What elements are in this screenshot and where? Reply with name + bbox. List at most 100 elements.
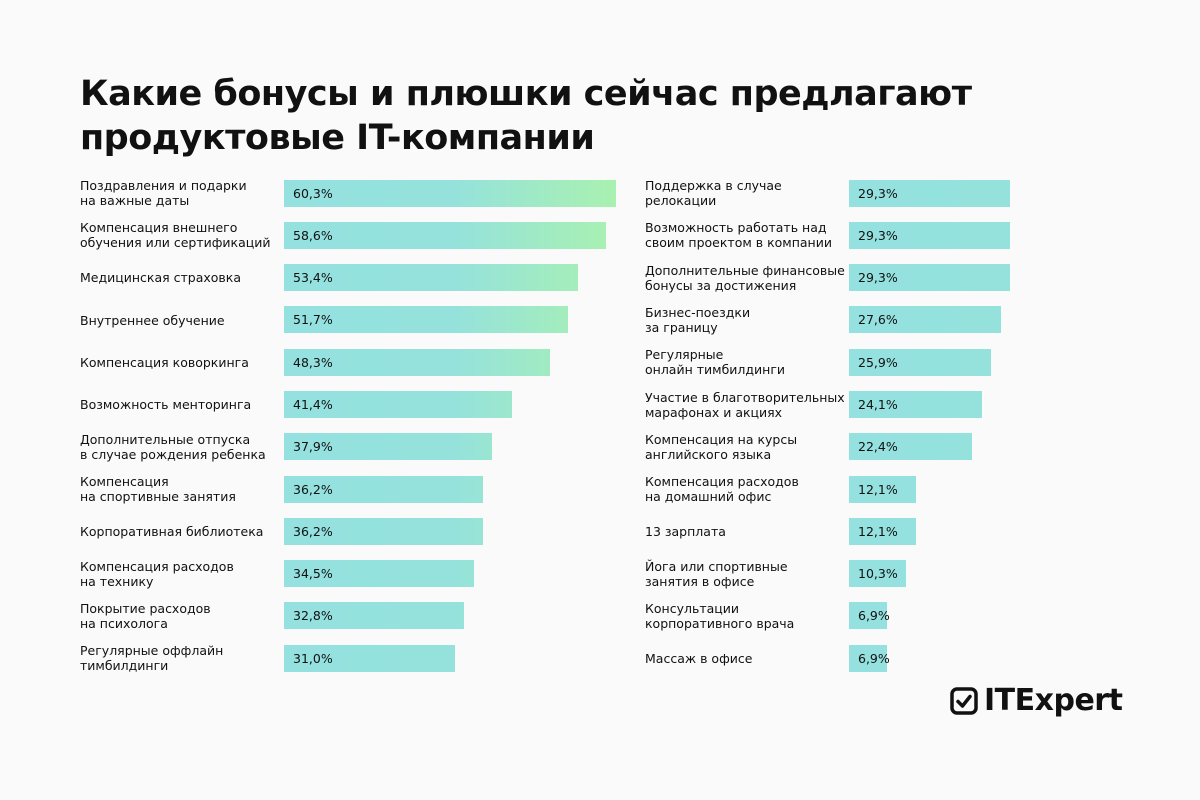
data-label: 36,2% — [293, 481, 333, 497]
bar: 60,3% — [284, 179, 616, 207]
bar-row: Дополнительные финансовые бонусы за дост… — [645, 257, 1011, 299]
bar-row: Бизнес-поездки за границу 27,6% — [645, 299, 1001, 341]
left-column: Поздравления и подарки на важные даты 60,… — [80, 172, 616, 680]
bar-label: Дополнительные отпуска в случае рождения… — [80, 431, 266, 462]
bar-label: Корпоративная библиотека — [80, 524, 264, 540]
bar: 32,8% — [284, 602, 465, 630]
data-label: 36,2% — [293, 523, 333, 539]
bar-label: Йога или спортивные занятия в офисе — [645, 558, 788, 589]
bar-label: Регулярные онлайн тимбилдинги — [645, 347, 786, 378]
data-label: 53,4% — [293, 270, 333, 286]
right-column: Поддержка в случае релокации 29,3% Возможн… — [645, 172, 1011, 680]
checkbox-check-icon — [950, 686, 978, 715]
bar-row: Компенсация расходов на технику 34,5% — [80, 553, 474, 595]
bar-row: Дополнительные отпуска в случае рождения… — [80, 426, 493, 468]
bar-label: Компенсация расходов на технику — [80, 558, 234, 589]
data-label: 29,3% — [858, 185, 898, 201]
data-label: 29,3% — [858, 227, 898, 243]
bar-label: Регулярные оффлайн тимбилдинги — [80, 643, 224, 674]
bar-row: Йога или спортивные занятия в офисе 10,3% — [645, 553, 906, 595]
bar-row: Участие в благотворительных марафонах и … — [645, 383, 982, 425]
data-label: 31,0% — [293, 650, 333, 666]
data-label: 48,3% — [293, 354, 333, 370]
data-label: 29,3% — [858, 270, 898, 286]
bar: 10,3% — [849, 560, 906, 588]
bar-label: Компенсация внешнего обучения или сертиф… — [80, 220, 271, 251]
data-label: 22,4% — [858, 439, 898, 455]
bar-label: Участие в благотворительных марафонах и … — [645, 389, 845, 420]
bar: 6,9% — [849, 602, 890, 630]
bar-label: Массаж в офисе — [645, 650, 753, 666]
data-label: 34,5% — [293, 566, 333, 582]
bar-row: Регулярные оффлайн тимбилдинги 31,0% — [80, 637, 455, 679]
bar-row: Компенсация внешнего обучения или сертиф… — [80, 214, 607, 256]
data-label: 6,9% — [858, 608, 890, 624]
bar-row: Регулярные онлайн тимбилдинги 25,9% — [645, 341, 992, 383]
bar: 58,6% — [284, 221, 607, 249]
bar: 31,0% — [284, 644, 455, 672]
data-label: 25,9% — [858, 354, 898, 370]
bar-row: Компенсация на курсы английского языка 22… — [645, 426, 973, 468]
bar: 53,4% — [284, 264, 578, 292]
bar-label: Внутреннее обучение — [80, 312, 225, 328]
chart-title: Какие бонусы и плюшки сейчас предлагают … — [80, 74, 972, 158]
bar-row: Возможность работать над своим проектом … — [645, 214, 1011, 256]
bar-row: Поздравления и подарки на важные даты 60,… — [80, 172, 616, 214]
bar-row: Корпоративная библиотека 36,2% — [80, 510, 484, 552]
bar: 51,7% — [284, 306, 569, 334]
bar: 29,3% — [849, 179, 1011, 207]
data-label: 60,3% — [293, 185, 333, 201]
bar: 37,9% — [284, 433, 493, 461]
data-label: 37,9% — [293, 439, 333, 455]
bar: 29,3% — [849, 221, 1011, 249]
logo-text: ITExpert — [984, 683, 1123, 718]
bar-label: Поддержка в случае релокации — [645, 178, 782, 209]
data-label: 6,9% — [858, 650, 890, 666]
bar-row: Медицинская страховка 53,4% — [80, 257, 578, 299]
bar-label: Поздравления и подарки на важные даты — [80, 178, 247, 209]
bar-label: 13 зарплата — [645, 524, 726, 540]
data-label: 10,3% — [858, 566, 898, 582]
bar-label: Возможность менторинга — [80, 397, 252, 413]
bar-row: Компенсация коворкинга 48,3% — [80, 341, 550, 383]
bar: 29,3% — [849, 264, 1011, 292]
bar-label: Возможность работать над своим проектом … — [645, 220, 832, 251]
bar-row: Возможность менторинга 41,4% — [80, 383, 512, 425]
bar-label: Компенсация расходов на домашний офис — [645, 474, 799, 505]
bar: 22,4% — [849, 433, 973, 461]
bar: 12,1% — [849, 475, 916, 503]
bar-label: Консультации корпоративного врача — [645, 601, 795, 632]
data-label: 41,4% — [293, 396, 333, 412]
bar-label: Компенсация коворкинга — [80, 354, 249, 370]
data-label: 12,1% — [858, 481, 898, 497]
bar: 36,2% — [284, 517, 484, 545]
bar: 34,5% — [284, 560, 474, 588]
bar-label: Покрытие расходов на психолога — [80, 601, 211, 632]
bar-row: Покрытие расходов на психолога 32,8% — [80, 595, 465, 637]
data-label: 12,1% — [858, 523, 898, 539]
data-label: 51,7% — [293, 312, 333, 328]
data-label: 27,6% — [858, 312, 898, 328]
bar-label: Компенсация на спортивные занятия — [80, 474, 236, 505]
data-label: 24,1% — [858, 396, 898, 412]
bar-row: Консультации корпоративного врача 6,9% — [645, 595, 890, 637]
bar: 25,9% — [849, 348, 992, 376]
bar: 48,3% — [284, 348, 550, 376]
bar-row: Массаж в офисе 6,9% — [645, 637, 890, 679]
bar: 27,6% — [849, 306, 1001, 334]
bar: 36,2% — [284, 475, 484, 503]
bar: 6,9% — [849, 644, 890, 672]
bar-row: Внутреннее обучение 51,7% — [80, 299, 569, 341]
data-label: 58,6% — [293, 227, 333, 243]
bar: 24,1% — [849, 390, 982, 418]
bar-label: Дополнительные финансовые бонусы за дост… — [645, 262, 845, 293]
bar-row: Компенсация на спортивные занятия 36,2% — [80, 468, 484, 510]
bar-row: Компенсация расходов на домашний офис 12,… — [645, 468, 916, 510]
bar: 41,4% — [284, 390, 512, 418]
logo: ITExpert — [950, 683, 1123, 718]
bar-row: 13 зарплата 12,1% — [645, 510, 916, 552]
data-label: 32,8% — [293, 608, 333, 624]
bar: 12,1% — [849, 517, 916, 545]
bar-label: Компенсация на курсы английского языка — [645, 431, 798, 462]
bar-label: Медицинская страховка — [80, 270, 241, 286]
